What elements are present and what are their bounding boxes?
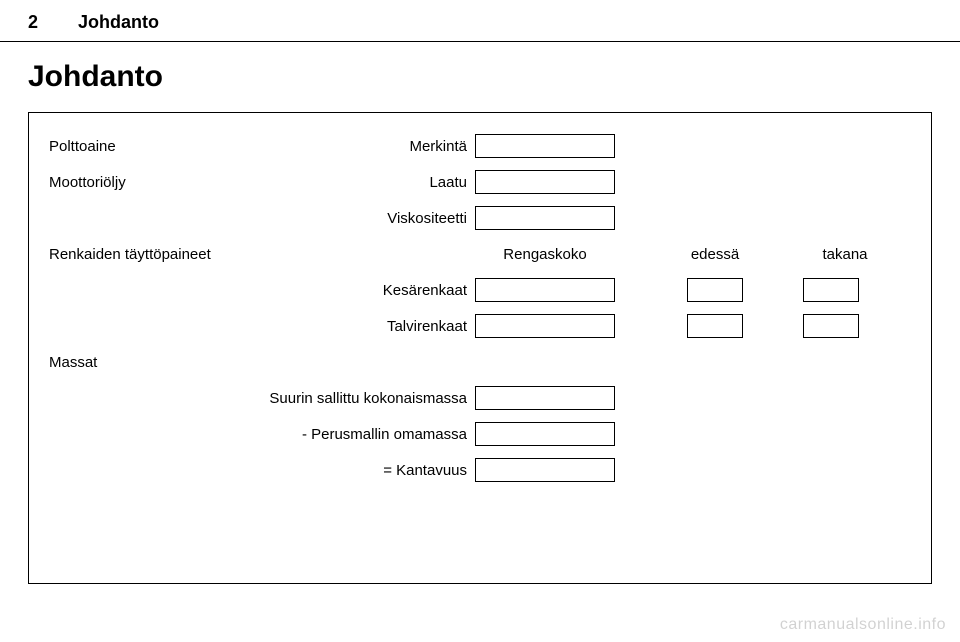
header-section-title: Johdanto [78, 12, 159, 33]
input-winter-size[interactable] [475, 314, 615, 338]
row-summer-tires: Kesärenkaat [45, 277, 915, 303]
form-container: Polttoaine Merkintä Moottoriöljy Laatu V… [28, 112, 932, 584]
input-summer-front[interactable] [687, 278, 743, 302]
page-number: 2 [28, 12, 38, 33]
label-summer-tires: Kesärenkaat [245, 282, 475, 299]
label-rear: takana [805, 246, 885, 263]
input-max-weight[interactable] [475, 386, 615, 410]
label-fuel-marking: Merkintä [245, 138, 475, 155]
input-oil-quality[interactable] [475, 170, 615, 194]
label-oil-quality: Laatu [245, 174, 475, 191]
label-winter-tires: Talvirenkaat [245, 318, 475, 335]
row-oil-viscosity: Viskositeetti [45, 205, 915, 231]
label-oil-viscosity: Viskositeetti [245, 210, 475, 227]
input-summer-size[interactable] [475, 278, 615, 302]
main-title: Johdanto [0, 42, 960, 112]
row-max-weight: Suurin sallittu kokonaismassa [45, 385, 915, 411]
label-capacity: = Kantavuus [245, 462, 475, 479]
row-winter-tires: Talvirenkaat [45, 313, 915, 339]
row-tires-header: Renkaiden täyttöpaineet Rengaskoko edess… [45, 241, 915, 267]
input-base-weight[interactable] [475, 422, 615, 446]
input-summer-rear[interactable] [803, 278, 859, 302]
input-oil-viscosity[interactable] [475, 206, 615, 230]
watermark: carmanualsonline.info [780, 616, 946, 634]
input-winter-rear[interactable] [803, 314, 859, 338]
section-oil: Moottoriöljy [45, 174, 245, 191]
input-winter-front[interactable] [687, 314, 743, 338]
section-fuel: Polttoaine [45, 138, 245, 155]
row-base-weight: - Perusmallin omamassa [45, 421, 915, 447]
row-fuel: Polttoaine Merkintä [45, 133, 915, 159]
label-max-weight: Suurin sallittu kokonaismassa [245, 390, 475, 407]
row-oil-quality: Moottoriöljy Laatu [45, 169, 915, 195]
section-tires: Renkaiden täyttöpaineet [45, 246, 245, 263]
row-weights-header: Massat [45, 349, 915, 375]
label-base-weight: - Perusmallin omamassa [245, 426, 475, 443]
input-capacity[interactable] [475, 458, 615, 482]
page-header: 2 Johdanto [0, 0, 960, 42]
input-fuel-marking[interactable] [475, 134, 615, 158]
label-front: edessä [675, 246, 755, 263]
row-capacity: = Kantavuus [45, 457, 915, 483]
section-weights: Massat [45, 354, 245, 371]
label-tire-size: Rengaskoko [475, 246, 615, 263]
